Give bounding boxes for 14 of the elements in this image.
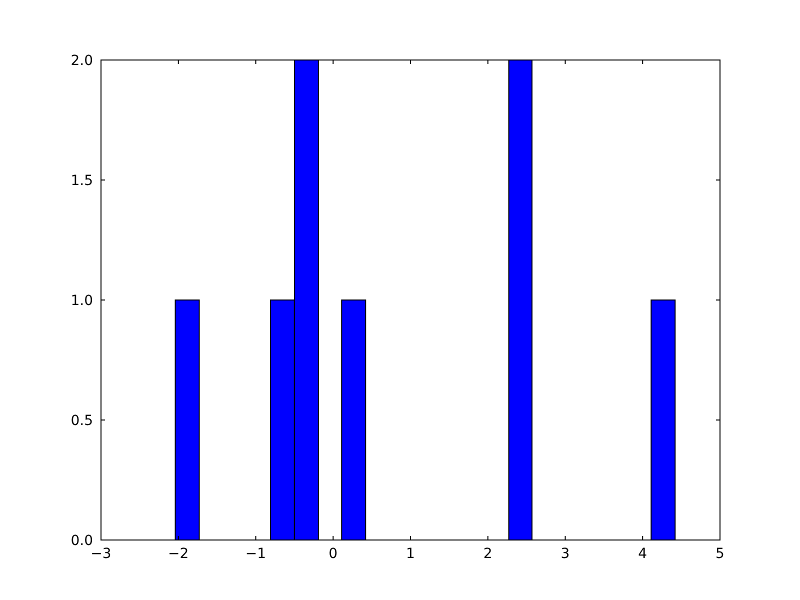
x-tick-label: −1 xyxy=(245,546,266,562)
x-tick-label: 5 xyxy=(716,546,724,562)
x-tick-label: 3 xyxy=(560,546,570,562)
y-tick-label: 1.5 xyxy=(70,173,93,189)
y-tick-label: 0.0 xyxy=(70,533,93,549)
y-tick-label: 0.5 xyxy=(70,413,93,429)
x-tick-label: 2 xyxy=(483,546,492,562)
x-tick-label: −3 xyxy=(90,546,112,562)
y-tick-label: 2.0 xyxy=(70,53,93,69)
x-tick-label: 1 xyxy=(406,546,415,562)
x-tick-label: 0 xyxy=(328,546,338,562)
y-tick-label: 1.0 xyxy=(70,293,93,309)
x-tick-label: −2 xyxy=(168,546,189,562)
x-tick-label: 4 xyxy=(638,546,648,562)
